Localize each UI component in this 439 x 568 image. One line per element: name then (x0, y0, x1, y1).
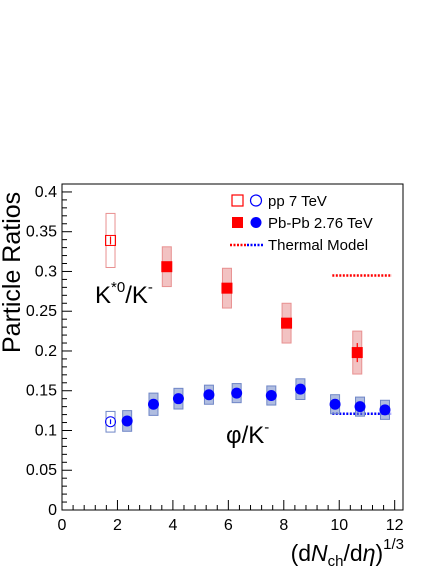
data-point-phi-pbpb (121, 415, 133, 427)
legend-pbpb-label: Pb-Pb 2.76 TeV (268, 215, 373, 232)
plot-frame (61, 183, 404, 511)
legend-pbpb-circle-marker (250, 217, 262, 228)
kstar-ratio-annotation: K*0/K- (95, 279, 153, 309)
data-point-kstar-pbpb (221, 282, 233, 294)
data-point-phi-pbpb (354, 401, 366, 413)
data-point-kstar-pbpb (281, 317, 293, 329)
y-axis-title: Particle Ratios (0, 192, 26, 353)
data-point-phi-pbpb (294, 383, 306, 395)
y-tick-label: 0.1 (35, 422, 57, 439)
y-tick-label: 0.05 (26, 462, 57, 479)
y-tick-label: 0.25 (26, 303, 57, 320)
data-point-phi-pbpb (172, 393, 184, 405)
legend-pp-label: pp 7 TeV (268, 193, 327, 210)
axes: 0 2 4 6 8 10 12 0 0.05 0.1 0.15 0.2 0.25 0.3 0.35 0.4 (26, 183, 404, 534)
y-tick-label: 0.35 (26, 224, 57, 241)
x-tick-label: 8 (279, 517, 288, 534)
phi-ratio-annotation: φ/K- (226, 419, 269, 449)
legend-pbpb-square-marker (232, 217, 243, 228)
data-point-phi-pbpb (147, 398, 159, 410)
legend-pp-circle-marker (249, 194, 263, 207)
legend: pp 7 TeV Pb-Pb 2.76 TeV Thermal Model (230, 193, 373, 254)
data-point-kstar-pbpb (351, 347, 363, 359)
y-tick-label: 0.3 (35, 263, 57, 280)
data-marks (105, 212, 392, 433)
y-tick-label: 0.4 (35, 184, 57, 201)
x-tick-label: 12 (386, 517, 404, 534)
y-tick-label: 0.15 (26, 383, 57, 400)
data-point-phi-pbpb (329, 398, 341, 410)
x-tick-label: 10 (330, 517, 348, 534)
y-tick-label: 0 (48, 502, 57, 519)
legend-thermal-label: Thermal Model (268, 237, 368, 254)
data-point-phi-pp (105, 416, 117, 428)
x-tick-label: 0 (58, 517, 67, 534)
data-point-kstar-pbpb (161, 261, 173, 273)
data-point-phi-pbpb (203, 389, 215, 401)
data-point-phi-pbpb (379, 404, 391, 416)
data-point-kstar-pp (105, 234, 117, 246)
legend-pp-square-marker (231, 194, 244, 207)
x-axis-title: (dNch/dη)1/3 (291, 536, 404, 568)
data-point-phi-pbpb (231, 387, 243, 399)
y-tick-label: 0.2 (35, 343, 57, 360)
x-tick-label: 2 (113, 517, 122, 534)
data-point-phi-pbpb (265, 390, 277, 402)
x-tick-label: 6 (224, 517, 233, 534)
x-tick-label: 4 (168, 517, 177, 534)
